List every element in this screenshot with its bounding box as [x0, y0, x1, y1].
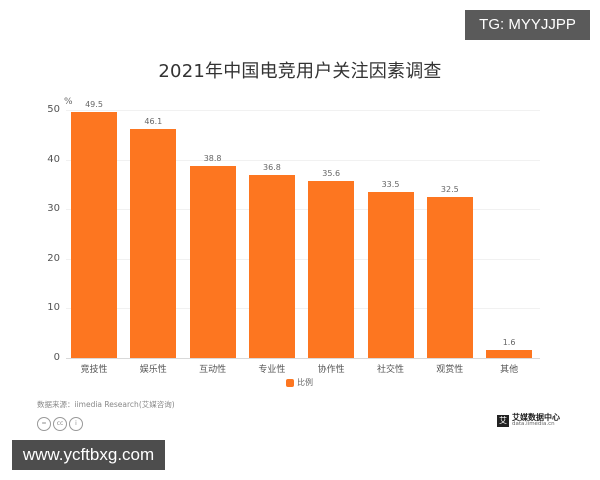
- no-derivatives-icon: =: [37, 417, 51, 431]
- brand-url: data.iimedia.cn: [512, 421, 555, 427]
- chart-title: 2021年中国电竞用户关注因素调查: [158, 61, 442, 82]
- x-tick-label: 竞技性: [80, 365, 108, 375]
- legend-swatch: [286, 378, 294, 387]
- watermark-bottom: www.ycftbxg.com: [12, 440, 165, 470]
- bar[interactable]: [367, 191, 414, 358]
- y-tick-label: 20: [47, 252, 60, 264]
- attribution-icon: i: [69, 417, 83, 431]
- y-axis-unit: %: [64, 97, 73, 107]
- gridline: [66, 209, 540, 211]
- gridline: [66, 258, 540, 260]
- bar-value-label: 32.5: [440, 184, 459, 194]
- bar[interactable]: [426, 196, 473, 358]
- bar-value-label: 35.6: [322, 169, 341, 179]
- y-tick-label: 10: [47, 302, 60, 314]
- bar[interactable]: [130, 129, 177, 358]
- legend[interactable]: 比例: [286, 377, 313, 388]
- x-tick-label: 协作性: [317, 365, 345, 375]
- x-tick-label: 互动性: [199, 365, 227, 375]
- gridline: [66, 110, 540, 111]
- y-tick-label: 0: [53, 352, 60, 363]
- bar-value-label: 38.8: [203, 153, 222, 163]
- bar[interactable]: [248, 175, 295, 358]
- bar[interactable]: [486, 350, 533, 358]
- x-tick-label: 专业性: [258, 365, 286, 375]
- x-axis-line: [66, 358, 540, 359]
- source-note: 数据来源：iimedia Research(艾媒咨询): [37, 400, 175, 409]
- y-tick-label: 50: [47, 104, 60, 115]
- bar-value-label: 46.1: [144, 117, 163, 127]
- bar-value-label: 36.8: [262, 163, 281, 173]
- gridline: [66, 159, 540, 161]
- y-tick-label: 30: [47, 203, 60, 215]
- creative-commons-icon: cc: [53, 417, 67, 431]
- y-tick-label: 40: [47, 153, 60, 165]
- bar[interactable]: [308, 181, 355, 358]
- bar-value-label: 49.5: [85, 100, 103, 110]
- brand-name: 艾媒数据中心: [512, 413, 560, 422]
- bar[interactable]: [71, 112, 117, 358]
- gridline: [66, 308, 540, 310]
- license-icons: = cc i: [37, 417, 83, 431]
- bar[interactable]: [189, 165, 236, 358]
- brand-logo: 艾 艾媒数据中心 data.iimedia.cn: [497, 414, 560, 428]
- bar-value-label: 1.6: [502, 338, 516, 348]
- x-tick-label: 娱乐性: [139, 365, 167, 375]
- bar-value-label: 33.5: [381, 179, 400, 189]
- brand-mark-icon: 艾: [497, 415, 509, 427]
- x-tick-label: 其他: [500, 365, 519, 375]
- x-tick-label: 社交性: [376, 365, 404, 375]
- watermark-top: TG: MYYJJPP: [465, 10, 590, 40]
- x-tick-label: 观赏性: [436, 365, 464, 375]
- legend-label: 比例: [297, 378, 313, 387]
